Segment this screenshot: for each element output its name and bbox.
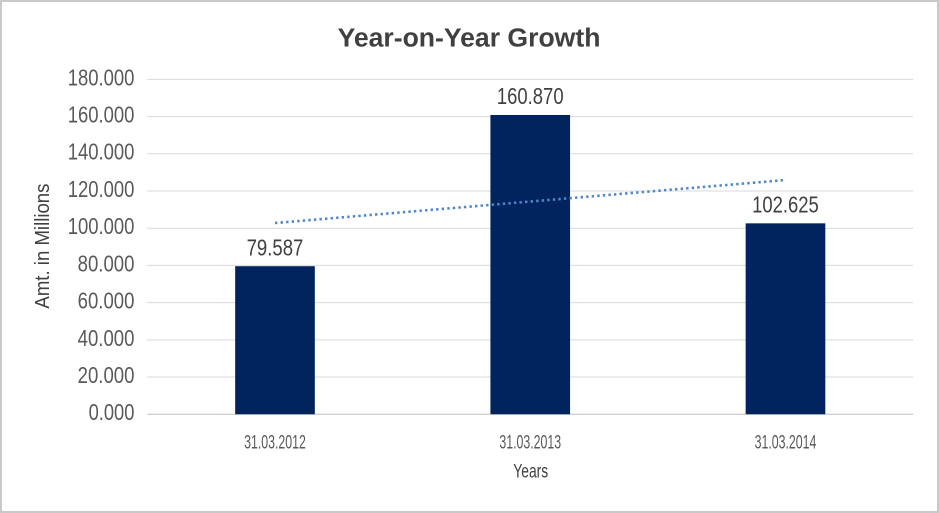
y-tick-label: 80.000: [78, 250, 135, 276]
y-axis-tick-labels: 0.000 20.000 40.000 60.000 80.000 100.000 120.…: [68, 64, 135, 425]
y-tick-label: 0.000: [89, 399, 135, 425]
x-axis-tick-labels: 31.03.2012 31.03.2013 31.03.2014: [244, 432, 816, 454]
y-axis-title: Amt. in Millions: [32, 184, 54, 309]
y-tick-label: 100.000: [68, 213, 135, 239]
y-tick-label: 120.000: [68, 176, 135, 202]
data-label: 160.870: [497, 83, 564, 109]
y-tick-label: 60.000: [78, 288, 135, 314]
x-tick-label: 31.03.2012: [244, 432, 306, 454]
y-tick-label: 20.000: [78, 362, 135, 388]
x-axis-title: Years: [513, 460, 548, 482]
y-tick-label: 180.000: [68, 64, 135, 90]
bar: [235, 266, 315, 415]
data-label: 102.625: [752, 191, 819, 217]
x-tick-label: 31.03.2014: [755, 432, 817, 454]
bar: [490, 114, 571, 415]
trendline-layer: [274, 178, 786, 225]
x-tick-label: 31.03.2013: [499, 432, 561, 454]
bar-series-layer: [235, 114, 826, 415]
bar: [745, 223, 826, 415]
y-tick-label: 140.000: [68, 139, 135, 165]
chart-title: Year-on-Year Growth: [338, 25, 601, 53]
data-label: 79.587: [247, 234, 304, 260]
y-tick-label: 40.000: [78, 325, 135, 351]
data-labels-layer: 79.587 160.870 102.625: [247, 83, 819, 260]
linear-trendline: [274, 178, 786, 225]
y-tick-label: 160.000: [68, 102, 135, 128]
